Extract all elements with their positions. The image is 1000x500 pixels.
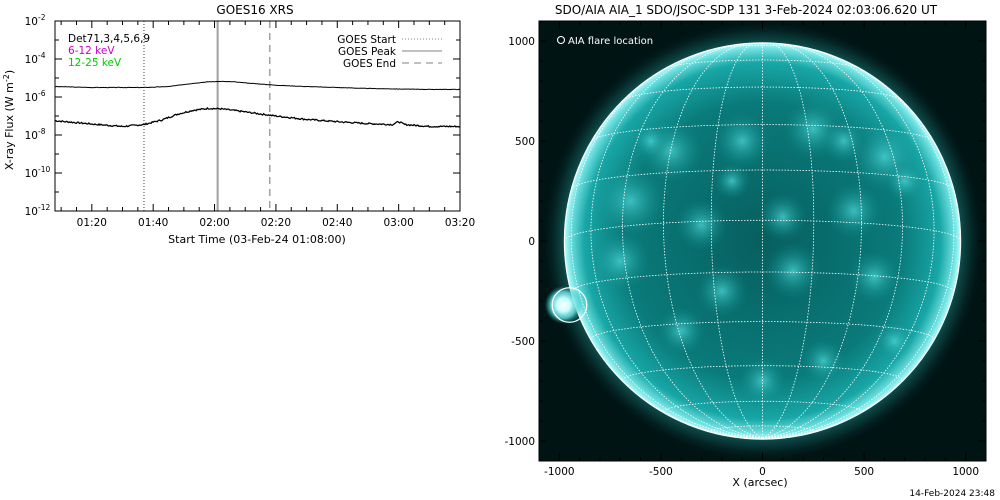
grid-line (590, 45, 763, 439)
active-region (675, 198, 728, 252)
series-long (54, 80, 461, 91)
aia-annotation-text: AIA flare location (568, 36, 653, 47)
grid-line (762, 45, 935, 439)
xrs-y-tick-label: 10 (25, 16, 38, 28)
aia-x-tick-label: 1000 (952, 466, 979, 478)
xrs-x-ticks: 01:20 01:40 02:00 02:20 02:40 03:00 03:20 (60, 21, 475, 229)
aia-x-ticks: -1000 -500 0 500 1000 (544, 21, 979, 478)
aia-y-ticks: 1000 500 0 -500 -1000 (504, 36, 986, 448)
grid-line (762, 42, 815, 439)
xrs-x-label: Start Time (03-Feb-24 01:08:00) (168, 233, 346, 246)
aia-image (539, 21, 986, 461)
xrs-y-label-main: X-ray Flux (W m (3, 82, 16, 170)
xrs-y-tick-exponent: -8 (38, 127, 46, 136)
active-region (874, 320, 915, 362)
flare-location-marker (551, 287, 588, 323)
grid-line (623, 86, 902, 101)
xrs-y-tick-label: 10 (25, 206, 38, 218)
legend-goes-start: GOES Start (337, 34, 396, 46)
grid-line (590, 321, 935, 340)
xrs-y-tick-exponent: -4 (38, 51, 46, 60)
legend-det: Det71,3,4,5,6,9 (68, 33, 150, 45)
xrs-y-tick-label: 10 (25, 168, 38, 180)
active-region (713, 112, 771, 170)
grid-line (570, 58, 763, 439)
active-region (695, 264, 749, 318)
legend-6-12-kev: 6-12 keV (68, 45, 115, 57)
xrs-y-tick-exponent: -2 (38, 13, 46, 22)
xrs-plot-frame (54, 20, 461, 212)
aia-x-tick-label: 500 (854, 466, 874, 478)
xrs-x-tick-label: 01:40 (138, 217, 168, 229)
legend-goes-end: GOES End (343, 58, 396, 70)
aia-y-tick-label: 0 (528, 236, 535, 248)
annotation-circle-icon (556, 35, 566, 45)
aia-y-tick-label: 1000 (508, 36, 535, 48)
footer-timestamp: 14-Feb-2024 23:48 (909, 489, 995, 499)
aia-y-tick-label: -500 (511, 336, 535, 348)
aia-x-tick-label: -1000 (544, 466, 575, 478)
xrs-x-tick-label: 01:20 (77, 217, 107, 229)
xrs-y-tick-label: 10 (25, 130, 38, 142)
active-region (801, 338, 846, 384)
active-region (847, 250, 901, 304)
grid-line (762, 44, 904, 439)
aia-x-tick-label: -500 (649, 466, 673, 478)
xrs-y-tick-label: 10 (25, 54, 38, 66)
aia-x-label: X (arcsec) (732, 476, 787, 489)
grid-line (663, 400, 862, 412)
series-lines (54, 80, 461, 128)
xrs-y-tick-exponent: -6 (38, 89, 46, 98)
active-region (713, 162, 751, 200)
grid-line (665, 59, 860, 69)
xrs-y-label: X-ray Flux (W m-2) (2, 70, 16, 170)
xrs-title: GOES16 XRS (216, 3, 293, 17)
legend-12-25-kev: 12-25 keV (68, 57, 122, 69)
active-region (821, 118, 867, 164)
xrs-x-tick-label: 02:00 (199, 217, 229, 229)
active-region (825, 182, 883, 240)
grid-line (591, 124, 934, 142)
legend-detectors: Det71,3,4,5,6,9 6-12 keV 12-25 keV (68, 33, 150, 69)
active-region (632, 122, 670, 160)
event-lines (143, 21, 271, 211)
xrs-x-tick-label: 02:40 (322, 217, 352, 229)
active-regions (589, 98, 926, 406)
xrs-x-tick-label: 02:20 (261, 217, 291, 229)
xrs-x-tick-label: 03:00 (384, 217, 414, 229)
grid-line (762, 58, 955, 439)
aia-x-tick-label: 0 (759, 466, 766, 478)
xrs-x-tick-label: 03:20 (445, 217, 475, 229)
xrs-y-tick-exponent: -12 (38, 203, 50, 212)
xrs-y-tick-exponent: -10 (38, 165, 50, 174)
grid-line (710, 42, 763, 439)
grid-line (762, 43, 863, 439)
xrs-y-tick-label: 10 (25, 92, 38, 104)
grid-line (621, 44, 763, 439)
aia-y-tick-label: -1000 (504, 436, 535, 448)
grid-line (564, 219, 961, 242)
aia-image-panel: SDO/AIA AIA_1 SDO/JSOC-SDP 131 3-Feb-202… (504, 3, 987, 489)
active-region (656, 306, 706, 356)
aia-y-tick-label: 500 (515, 136, 535, 148)
active-region (884, 160, 926, 202)
xrs-y-label-unit: -2 (2, 74, 11, 82)
aia-title: SDO/AIA AIA_1 SDO/JSOC-SDP 131 3-Feb-202… (555, 3, 938, 17)
grid-line (662, 43, 763, 439)
flare-brightening (544, 286, 583, 324)
active-region (593, 164, 668, 238)
grid-line (570, 169, 955, 190)
legend-goes-peak: GOES Peak (338, 46, 397, 58)
active-region (758, 192, 808, 242)
aia-annotation: AIA flare location (556, 35, 653, 47)
xrs-plot: GOES16 XRS 01:20 01:40 02:00 02:20 02:40 03:0… (2, 3, 475, 246)
legend-goes-events: GOES Start GOES Peak GOES End (337, 34, 442, 70)
xrs-plot-area (54, 21, 461, 211)
solar-limb (563, 42, 962, 440)
active-region (589, 230, 651, 292)
active-region (764, 242, 822, 300)
series-short (54, 106, 461, 128)
